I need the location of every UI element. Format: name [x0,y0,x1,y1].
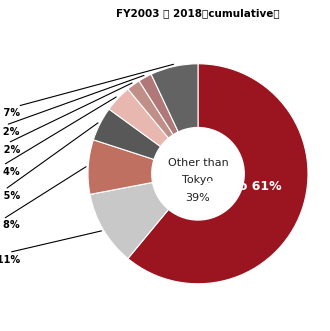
Wedge shape [93,109,198,174]
Wedge shape [109,89,198,174]
Text: Fukuoka 2%: Fukuoka 2% [0,75,144,137]
Text: Tokyo 61%: Tokyo 61% [207,180,281,194]
Text: Aichi 5%: Aichi 5% [0,123,98,201]
Wedge shape [88,140,198,194]
Text: Osaka 8%: Osaka 8% [0,167,86,230]
Text: Others 7%: Others 7% [0,64,174,118]
Text: Other than: Other than [168,158,228,168]
Text: Hyogo 4%: Hyogo 4% [0,97,116,176]
Text: Chiba 2%: Chiba 2% [0,83,132,155]
Text: FY2003 〜 2018（cumulative）: FY2003 〜 2018（cumulative） [116,8,280,18]
Text: Tokyo: Tokyo [182,175,214,185]
Wedge shape [128,81,198,174]
Wedge shape [151,64,198,174]
Wedge shape [128,64,308,284]
Text: 39%: 39% [185,193,211,203]
Circle shape [152,127,244,220]
Wedge shape [139,74,198,174]
Text: Kanawaga 11%: Kanawaga 11% [0,231,101,264]
Wedge shape [90,174,198,259]
